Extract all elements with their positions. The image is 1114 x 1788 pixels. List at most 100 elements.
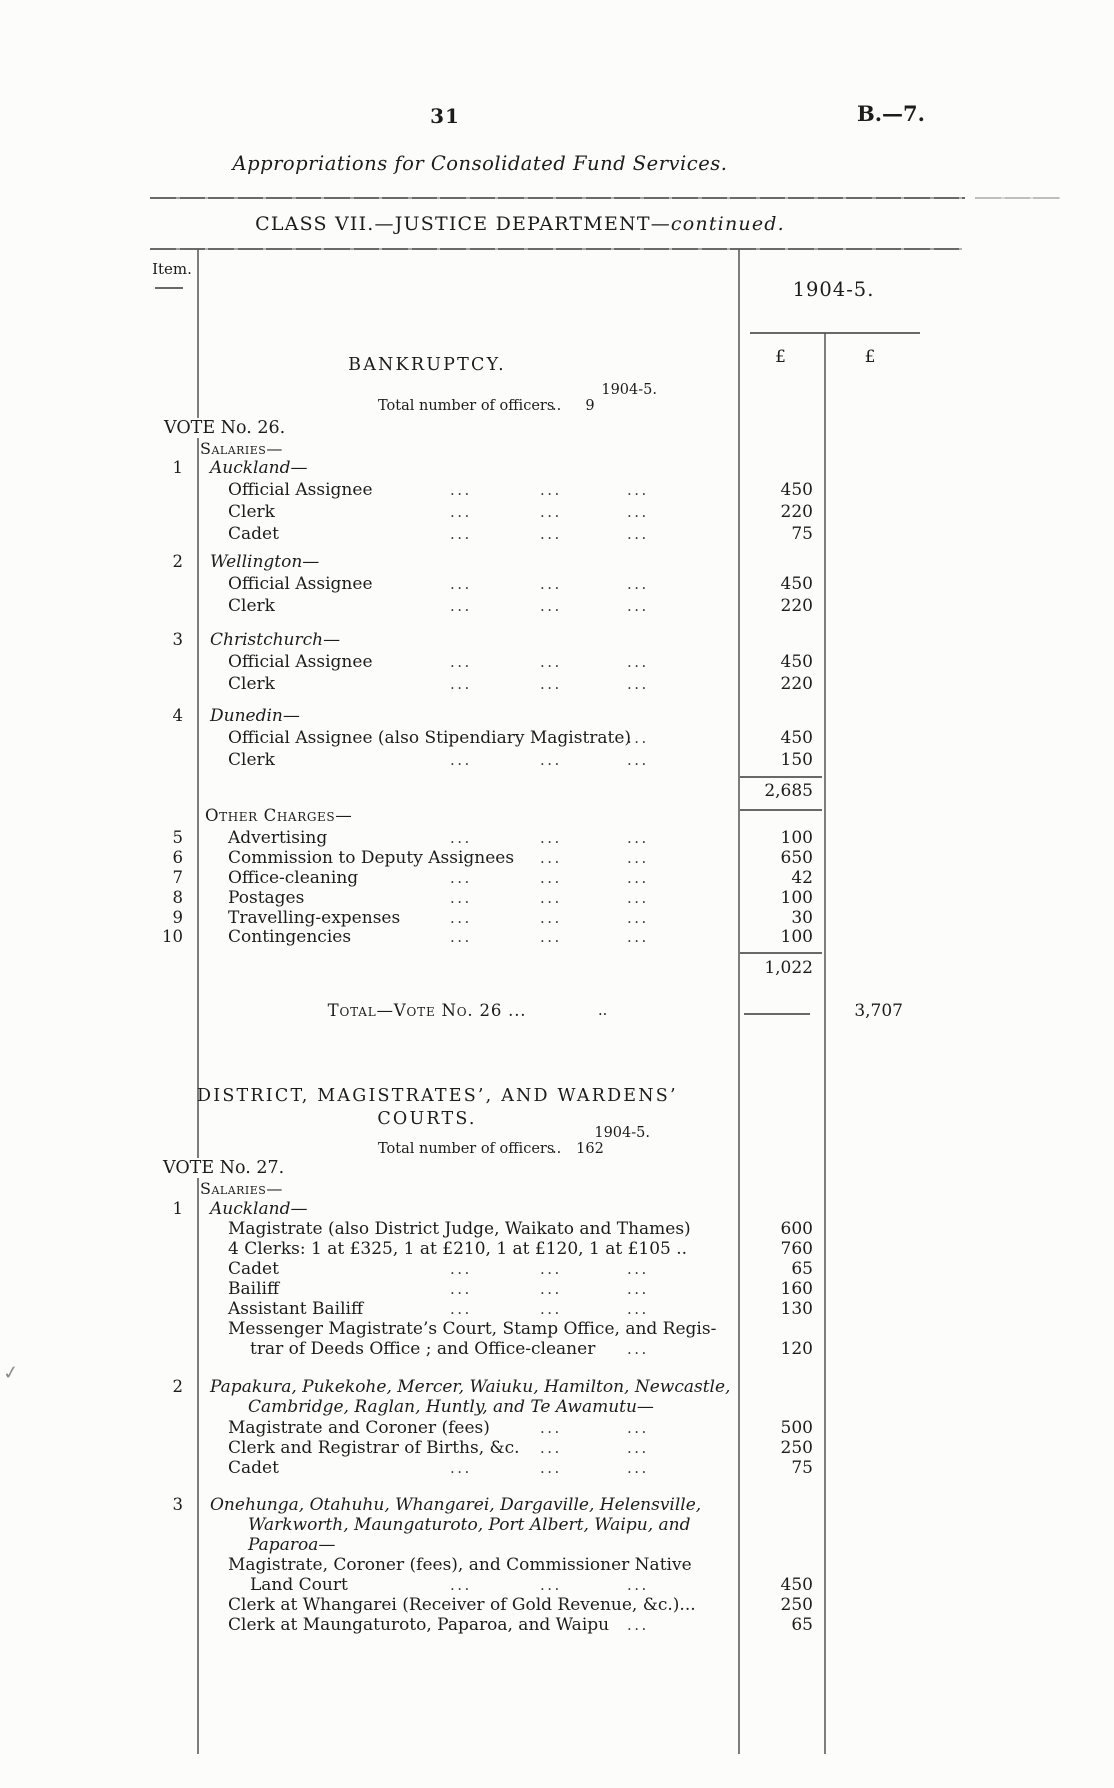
leader-dots: ...	[540, 751, 562, 769]
leader-dots: ...	[627, 575, 649, 593]
officers-year-1: 1904-5.	[601, 382, 657, 398]
leader-dots: ...	[450, 1260, 472, 1278]
leader-dots: ...	[450, 869, 472, 887]
item-number: 6	[172, 848, 184, 867]
row-text: Cambridge, Raglan, Huntly, and Te Awamut…	[248, 1397, 654, 1417]
table-row: Other Charges—	[0, 806, 1000, 826]
vote-label-26: VOTE No. 26.	[164, 418, 291, 438]
leader-dots: ...	[450, 1576, 472, 1594]
total-vote-26-label: Total—Vote No. 26 ...	[327, 1001, 527, 1020]
section-title-courts-line2: COURTS.	[377, 1109, 477, 1129]
leader-dots: ...	[540, 909, 562, 927]
salaries-subtotal: 2,685	[764, 781, 813, 801]
table-row: Assistant Bailiff......... 130	[0, 1299, 1000, 1319]
table-row: Cadet......... 65	[0, 1259, 1000, 1279]
table-row: 6 Commission to Deputy Assignees...... 650	[0, 848, 1000, 868]
leader-dots: ...	[450, 909, 472, 927]
row-text: Dunedin—	[210, 706, 300, 726]
leader-dots: ...	[627, 729, 649, 747]
table-row: Bailiff......... 160	[0, 1279, 1000, 1299]
year-sub-rule	[750, 332, 920, 334]
header-rule-faint	[975, 197, 1060, 199]
subtotal-rule-below	[740, 809, 822, 811]
leader-dots: ...	[450, 481, 472, 499]
document-title: Appropriations for Consolidated Fund Ser…	[232, 152, 728, 175]
item-number: 9	[172, 908, 184, 927]
amount-value: 220	[780, 596, 813, 616]
row-text: Advertising	[228, 828, 328, 848]
row-text: Magistrate and Coroner (fees)	[228, 1418, 490, 1438]
leader-dots: ...	[627, 869, 649, 887]
leader-dots: ...	[450, 503, 472, 521]
row-text: Postages	[228, 888, 305, 908]
leader-dots: ...	[540, 1459, 562, 1477]
row-text: Clerk	[228, 674, 275, 694]
leader-dots: ...	[540, 1576, 562, 1594]
officers-dots-1: ..	[552, 398, 562, 414]
table-row: 3 Christchurch—	[0, 630, 1000, 650]
row-text: Contingencies	[228, 927, 352, 947]
leader-dots: ...	[627, 597, 649, 615]
officers-dots-2: ..	[552, 1141, 562, 1157]
table-row: 7 Office-cleaning......... 42	[0, 868, 1000, 888]
salaries-label-1: Salaries—	[200, 439, 283, 458]
amount-value: 600	[780, 1219, 813, 1239]
amount-value: 100	[780, 828, 813, 848]
amount-value: 220	[780, 502, 813, 522]
leader-dots: ...	[627, 1459, 649, 1477]
leader-dots: ...	[450, 525, 472, 543]
item-number: 3	[172, 1495, 184, 1514]
table-row: Paparoa—	[0, 1535, 1000, 1555]
table-row: Land Court......... 450	[0, 1575, 1000, 1595]
leader-dots: ...	[450, 889, 472, 907]
amount-value: 75	[791, 524, 813, 544]
leader-dots: ...	[627, 653, 649, 671]
leader-dots: ...	[627, 1260, 649, 1278]
leader-dots: ...	[540, 849, 562, 867]
leader-dots: ...	[540, 1280, 562, 1298]
table-row: Official Assignee......... 450	[0, 480, 1000, 500]
leader-dots: ...	[540, 503, 562, 521]
row-text: Wellington—	[210, 552, 320, 572]
leader-dots: ...	[627, 849, 649, 867]
row-text: Cadet	[228, 524, 279, 544]
table-row: 4 Dunedin—	[0, 706, 1000, 726]
leader-dots: ...	[540, 1419, 562, 1437]
row-text: Clerk	[228, 502, 275, 522]
amount-value: 250	[780, 1595, 813, 1615]
item-number: 2	[172, 552, 184, 571]
leader-dots: ...	[540, 525, 562, 543]
class-heading-main: CLASS VII.—JUSTICE DEPARTMENT—	[255, 213, 671, 235]
leader-dots: ...	[450, 597, 472, 615]
leader-dots: ...	[540, 829, 562, 847]
item-number: 8	[172, 888, 184, 907]
item-number: 10	[162, 927, 183, 946]
amount-value: 450	[780, 480, 813, 500]
row-text: Auckland—	[210, 1199, 308, 1219]
table-row: 1 Auckland—	[0, 1199, 1000, 1219]
row-text: Travelling-expenses	[228, 908, 401, 928]
table-row: Clerk......... 150	[0, 750, 1000, 770]
leader-dots: ...	[627, 503, 649, 521]
leader-dots: ...	[627, 751, 649, 769]
leader-dots: ...	[540, 575, 562, 593]
leader-dots: ...	[627, 889, 649, 907]
item-number: 4	[172, 706, 184, 725]
row-text: Other Charges—	[205, 806, 353, 825]
table-row: 10 Contingencies......... 100	[0, 927, 1000, 947]
table-row: Cadet......... 75	[0, 524, 1000, 544]
amount-value: 100	[780, 888, 813, 908]
item-column-header: Item.	[152, 260, 192, 278]
row-text: Papakura, Pukekohe, Mercer, Waiuku, Hami…	[210, 1377, 731, 1397]
amount-value: 450	[780, 728, 813, 748]
document-reference: B.—7.	[857, 101, 925, 126]
leader-dots: ...	[627, 1280, 649, 1298]
class-heading: CLASS VII.—JUSTICE DEPARTMENT—continued.	[150, 213, 890, 235]
row-text: Clerk at Maungaturoto, Paparoa, and Waip…	[228, 1615, 610, 1635]
margin-check-mark: ✓	[1, 1360, 21, 1386]
total-vote-26-amount: 3,707	[854, 1001, 903, 1021]
table-row: 2 Wellington—	[0, 552, 1000, 572]
total-dash-rule	[744, 1013, 810, 1015]
item-number: 7	[172, 868, 184, 887]
table-row: 9 Travelling-expenses......... 30	[0, 908, 1000, 928]
